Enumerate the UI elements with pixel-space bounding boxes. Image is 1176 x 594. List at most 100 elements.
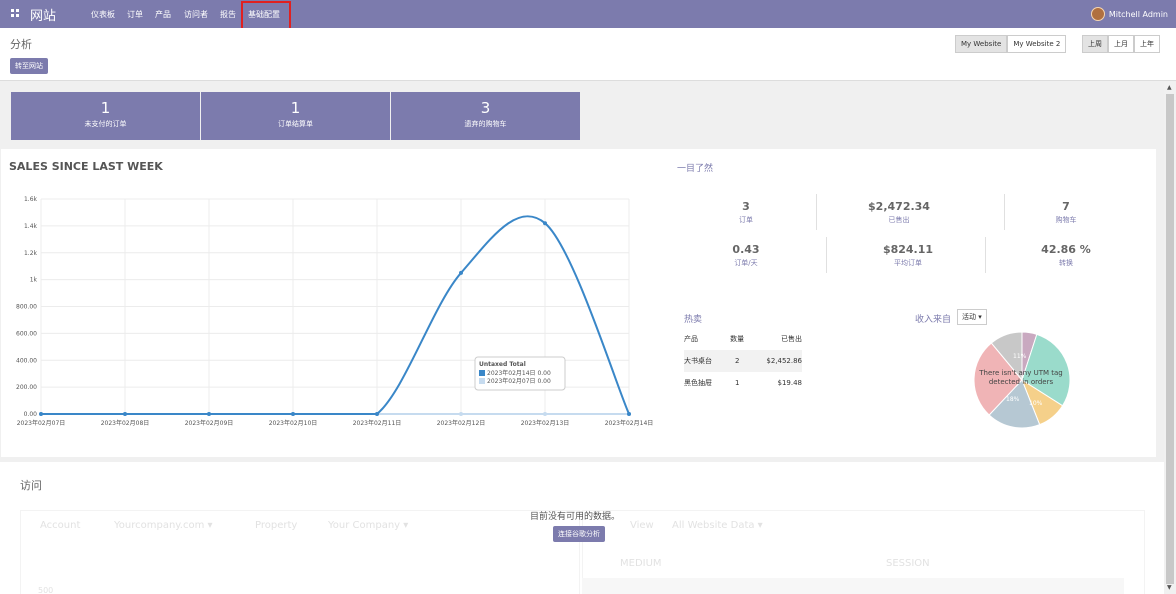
dashboard-card: SALES SINCE LAST WEEK 0.00 200.00 400.00 60… — [1, 149, 1156, 457]
menu-reports[interactable]: 报告 — [220, 10, 236, 19]
y-tick-label: 1.2k — [24, 250, 38, 257]
revenue-source-label: 收入来自 — [915, 315, 952, 325]
ghost-account: Account — [40, 520, 81, 531]
scroll-down-icon[interactable]: ▼ — [1167, 584, 1172, 591]
menu-visitors[interactable]: 访问者 — [184, 10, 208, 19]
menu-products[interactable]: 产品 — [155, 10, 171, 19]
data-point[interactable] — [123, 412, 127, 416]
connect-analytics-button[interactable]: 连接谷歌分析 — [553, 526, 605, 542]
data-point[interactable] — [543, 221, 547, 226]
kpi-abandoned-carts[interactable]: 3 遗弃的购物车 — [391, 92, 580, 140]
tooltip-row: 2023年02月14日 0.00 — [487, 369, 551, 377]
data-point[interactable] — [459, 412, 463, 416]
kpi-value: 3 — [480, 99, 491, 117]
menu-dashboard[interactable]: 仪表板 — [91, 10, 115, 19]
stat-label: 购物车 — [1055, 216, 1077, 224]
divider — [985, 237, 986, 273]
period-week-button[interactable]: 上周 — [1082, 35, 1108, 53]
goto-website-button[interactable]: 转至网站 — [10, 58, 48, 74]
ghost-text: All Website Data — [672, 520, 755, 531]
best-sellers-table: 产品 数量 已售出 大书桌台 2 $2,452.86 黑色抽屉 1 $19.48 — [684, 328, 802, 394]
ghost-session: SESSION — [886, 558, 930, 569]
stat-orders-per-day: 0.43 订单/天 — [681, 243, 811, 268]
ghost-medium: MEDIUM — [620, 558, 662, 569]
table-cell: 1 — [734, 379, 740, 387]
revenue-source-select[interactable]: 活动 ▾ — [957, 309, 987, 325]
table-header-row: 产品 数量 已售出 — [684, 328, 802, 350]
stat-average-order: $824.11 平均订单 — [843, 243, 973, 268]
pie-note: There isn't any UTM tag detected in orde… — [979, 369, 1063, 386]
top-navbar: 网站 仪表板 订单 产品 访问者 报告 基础配置 Mitchell Admin — [0, 0, 1176, 31]
kpi-unpaid-orders[interactable]: 1 未支付的订单 — [11, 92, 200, 140]
avatar — [1090, 7, 1105, 21]
data-point[interactable] — [375, 412, 379, 416]
ghost-panel — [582, 510, 1145, 594]
ghost-account-value: Yourcompany.com ▾ — [114, 520, 213, 531]
ghost-view: View — [630, 520, 654, 531]
divider — [816, 194, 817, 230]
kpi-orders-to-invoice[interactable]: 1 订单结算单 — [201, 92, 390, 140]
divider — [1004, 194, 1005, 230]
visits-section: 访问 Account Yourcompany.com ▾ Property Yo… — [0, 462, 1164, 594]
y-tick-label: 800.00 — [16, 304, 37, 311]
stat-conversion: 42.86 % 转换 — [1001, 243, 1131, 268]
tooltip-swatch — [479, 378, 485, 384]
apps-menu-icon[interactable] — [11, 9, 19, 17]
stat-value: 42.86 % — [1041, 243, 1091, 256]
ghost-property-value: Your Company ▾ — [328, 520, 409, 531]
data-point[interactable] — [627, 412, 631, 416]
sales-line-chart: 0.00 200.00 400.00 600.00 800.00 1k 1.2k 1.4k 1.… — [16, 196, 653, 427]
stat-value: 0.43 — [732, 243, 760, 256]
ghost-text: Your Company — [328, 520, 401, 531]
x-tick-label: 2023年02月12日 — [437, 419, 486, 427]
menu-configuration[interactable]: 基础配置 — [248, 10, 280, 19]
tooltip-title: Untaxed Total — [479, 361, 526, 368]
stat-value: 7 — [1062, 200, 1070, 213]
period-month-button[interactable]: 上月 — [1108, 35, 1134, 53]
scroll-up-icon[interactable]: ▲ — [1167, 84, 1172, 91]
ghost-panel — [20, 510, 580, 594]
glance-title: 一目了然 — [677, 164, 714, 174]
stat-value: $2,472.34 — [868, 200, 930, 213]
select-value: 活动 — [962, 313, 976, 321]
kpi-value: 1 — [290, 99, 301, 117]
ghost-text: Yourcompany.com — [114, 520, 205, 531]
table-cell: 大书桌台 — [684, 357, 712, 365]
website-button-1[interactable]: My Website — [955, 35, 1008, 53]
highlight-box — [241, 1, 291, 31]
stat-orders: 3 订单 — [681, 200, 811, 225]
x-tick-label: 2023年02月08日 — [101, 419, 150, 427]
data-point[interactable] — [291, 412, 295, 416]
scrollbar[interactable]: ▲ ▼ — [1164, 82, 1176, 594]
data-point[interactable] — [543, 412, 547, 416]
data-point[interactable] — [459, 270, 463, 275]
data-point[interactable] — [207, 412, 211, 416]
stat-value: 3 — [742, 200, 750, 213]
table-cell: $19.48 — [777, 379, 803, 387]
y-tick-label: 400.00 — [16, 357, 37, 364]
stat-value: $824.11 — [882, 243, 934, 256]
user-name: Mitchell Admin — [1108, 9, 1168, 19]
user-menu[interactable]: Mitchell Admin — [1090, 7, 1168, 21]
table-row[interactable]: 黑色抽屉 1 $19.48 — [684, 372, 802, 394]
menu-orders[interactable]: 订单 — [127, 10, 143, 19]
stat-label: 已售出 — [888, 216, 910, 224]
scroll-thumb[interactable] — [1166, 94, 1174, 584]
y-tick-label: 600.00 — [16, 330, 37, 337]
table-cell: 黑色抽屉 — [684, 379, 712, 387]
app-brand[interactable]: 网站 — [30, 9, 57, 24]
ghost-view-value: All Website Data ▾ — [672, 520, 763, 531]
page-title: 分析 — [10, 38, 32, 51]
sales-title: SALES SINCE LAST WEEK — [9, 160, 163, 173]
stat-sold: $2,472.34 已售出 — [834, 200, 964, 225]
column-header: 数量 — [730, 335, 745, 343]
tooltip-row: 2023年02月07日 0.00 — [487, 377, 551, 385]
period-switcher: 上周 上月 上年 — [1082, 35, 1160, 53]
stat-label: 转换 — [1059, 259, 1073, 267]
stat-label: 订单/天 — [734, 259, 758, 267]
website-button-2[interactable]: My Website 2 — [1007, 35, 1067, 53]
data-point[interactable] — [39, 412, 43, 416]
period-year-button[interactable]: 上年 — [1134, 35, 1160, 53]
ghost-y-label: 500 — [38, 586, 54, 594]
table-row[interactable]: 大书桌台 2 $2,452.86 — [684, 350, 802, 372]
